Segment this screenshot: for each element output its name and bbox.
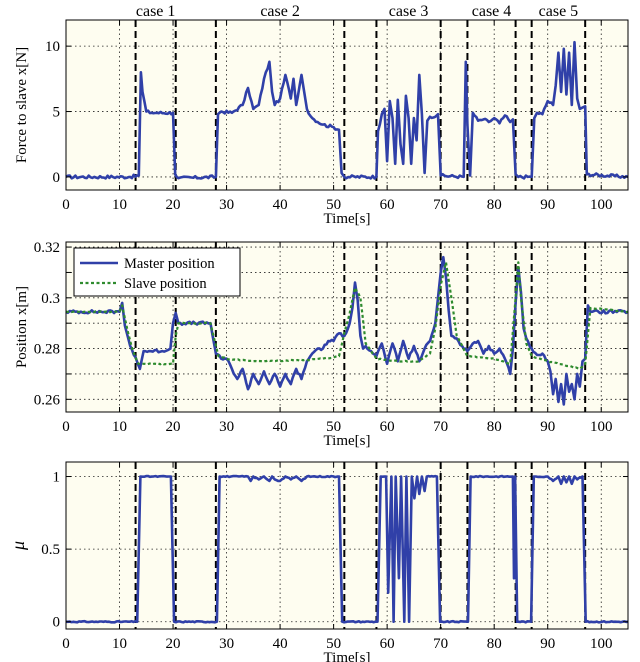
- chart1-legend-label-1: Slave position: [124, 276, 207, 292]
- chart1-legend-box: [73, 247, 241, 297]
- chart1-xtick-label: 40: [273, 419, 288, 435]
- chart1-series-1: [65, 261, 629, 370]
- chart0: 0 10 20 30 40 50 60 70 80 90 100 0 5 10 Time[s] Force t…: [14, 3, 629, 227]
- chart2-xlabel: Time[s]: [324, 650, 371, 662]
- chart0-xtick-label: 0: [62, 197, 70, 213]
- chart1-xtick-label: 20: [166, 419, 181, 435]
- chart1-xtick-label: 100: [590, 419, 613, 435]
- case-label-5: case 5: [539, 3, 579, 20]
- chart0-frame: [65, 19, 629, 191]
- chart0-xtick-label: 50: [326, 197, 341, 213]
- chart0-ytick-label: 5: [53, 105, 61, 121]
- chart1-ytick-label: 0.28: [34, 342, 60, 358]
- chart2-ytick-label: 1: [53, 470, 61, 486]
- chart1-xtick-label: 10: [112, 419, 127, 435]
- case-label-1: case 1: [136, 3, 176, 20]
- chart1-legend: Master position Slave position: [73, 247, 241, 297]
- chart1-ylabel: Position x[m]: [14, 286, 30, 368]
- chart0-xtick-label: 100: [590, 197, 613, 213]
- chart2-xtick-label: 80: [487, 636, 502, 652]
- case-label-4: case 4: [472, 3, 512, 20]
- chart1-ytick-label: 0.26: [34, 392, 61, 408]
- chart0-plot-area: [66, 20, 628, 190]
- chart0-xtick-label: 60: [380, 197, 395, 213]
- chart2-xtick-label: 20: [166, 636, 181, 652]
- chart2-xtick-label: 50: [326, 636, 341, 652]
- chart0-xlabel: Time[s]: [324, 211, 371, 227]
- chart2-xtick-label: 10: [112, 636, 127, 652]
- chart0-xtick-label: 90: [540, 197, 555, 213]
- chart0-ylabel: Force to slave x[N]: [14, 47, 30, 163]
- chart1-xtick-label: 0: [62, 419, 70, 435]
- chart0-ytick-label: 0: [53, 170, 61, 186]
- case-label-2: case 2: [260, 3, 300, 20]
- chart2-plot-area: [66, 462, 628, 629]
- chart1-ytick-label: 0.3: [41, 291, 60, 307]
- chart2-xtick-label: 0: [62, 636, 70, 652]
- chart2: 0 10 20 30 40 50 60 70 80 90 100 0 0.5 1 Time[s] μ: [8, 461, 629, 662]
- chart2-series-0: [65, 474, 629, 624]
- chart1-frame: [65, 241, 629, 413]
- chart1-xtick-label: 30: [219, 419, 234, 435]
- chart0-xtick-label: 70: [433, 197, 448, 213]
- chart1-xtick-label: 80: [487, 419, 502, 435]
- chart0-series-0: [65, 40, 629, 180]
- chart2-ylabel: μ: [8, 541, 28, 551]
- chart1-xtick-label: 50: [326, 419, 341, 435]
- chart2-xtick-label: 40: [273, 636, 288, 652]
- chart2-xtick-label: 100: [590, 636, 613, 652]
- chart0-xtick-label: 30: [219, 197, 234, 213]
- chart1: 0 10 20 30 40 50 60 70 80 90 100 0.26 0.28 0.3 0.32 Tim…: [14, 240, 629, 449]
- chart2-xtick-label: 90: [540, 636, 555, 652]
- chart1-ytick-label: 0.32: [34, 240, 60, 256]
- chart2-ytick-label: 0.5: [41, 542, 60, 558]
- chart0-xtick-label: 20: [166, 197, 181, 213]
- chart2-ytick-label: 0: [53, 615, 61, 631]
- chart0-xtick-label: 40: [273, 197, 288, 213]
- chart1-legend-label-0: Master position: [124, 256, 215, 272]
- chart0-ytick-label: 10: [45, 39, 60, 55]
- chart0-xtick-label: 10: [112, 197, 127, 213]
- chart1-xlabel: Time[s]: [324, 433, 371, 449]
- chart0-xtick-label: 80: [487, 197, 502, 213]
- chart1-xtick-label: 70: [433, 419, 448, 435]
- chart1-xtick-label: 90: [540, 419, 555, 435]
- chart2-xtick-label: 70: [433, 636, 448, 652]
- chart2-xtick-label: 60: [380, 636, 395, 652]
- chart2-frame: [65, 461, 629, 630]
- case-label-3: case 3: [389, 3, 429, 20]
- chart2-xtick-label: 30: [219, 636, 234, 652]
- chart1-xtick-label: 60: [380, 419, 395, 435]
